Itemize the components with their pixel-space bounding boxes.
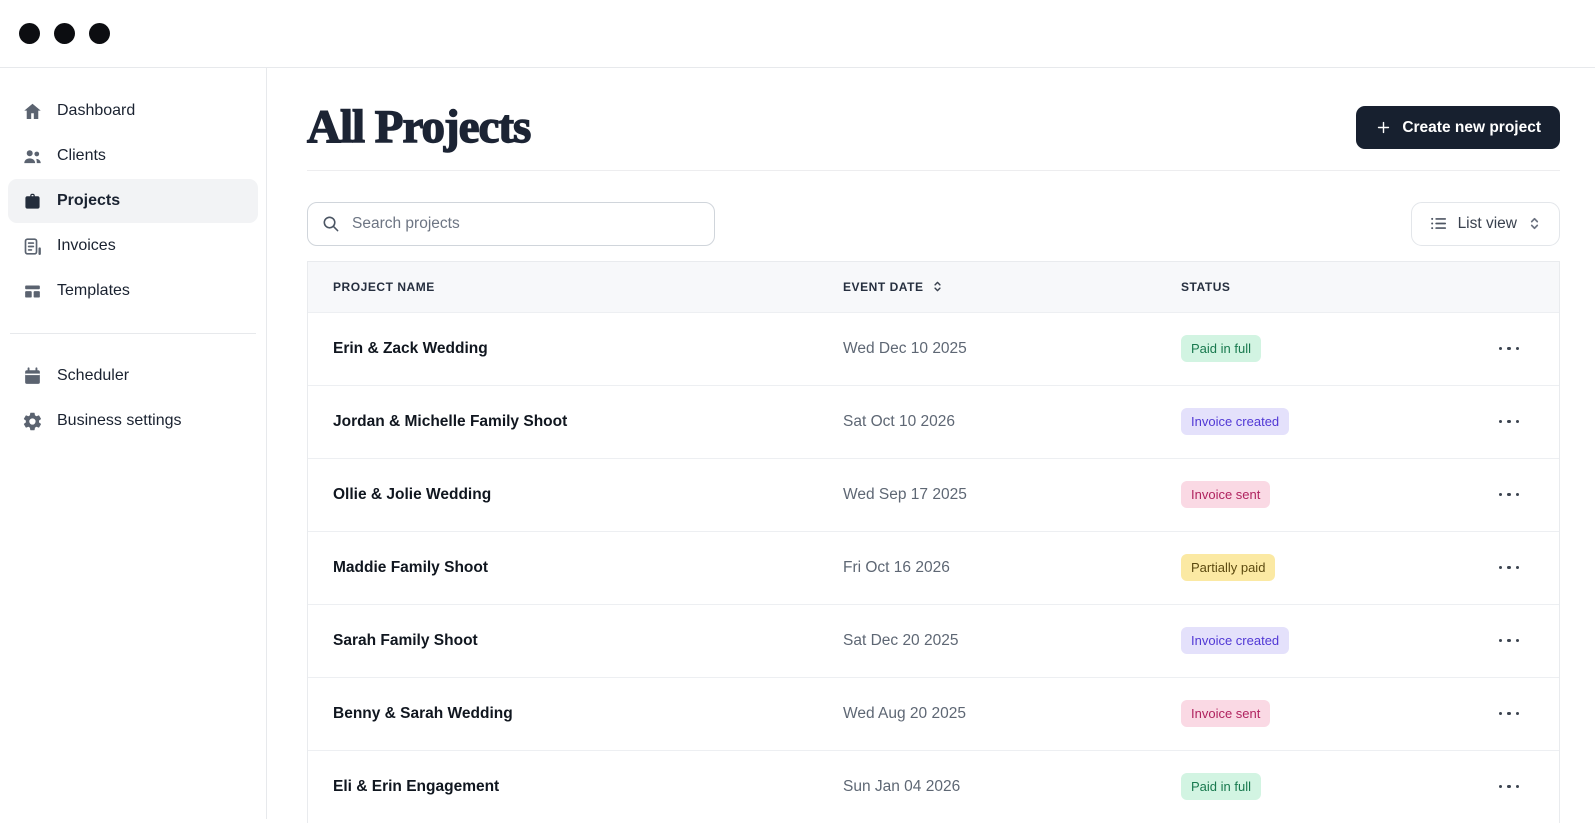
main-content: All Projects Create new project List vie… bbox=[267, 68, 1595, 823]
status-badge: Invoice sent bbox=[1181, 480, 1271, 509]
event-date: Wed Dec 10 2025 bbox=[843, 339, 967, 357]
row-actions-button[interactable] bbox=[1497, 558, 1522, 578]
table-row[interactable]: Maddie Family Shoot Fri Oct 16 2026 Part… bbox=[308, 530, 1559, 604]
row-actions-button[interactable] bbox=[1497, 485, 1522, 505]
create-button-label: Create new project bbox=[1402, 118, 1541, 136]
calendar-icon bbox=[22, 366, 43, 387]
event-date: Wed Sep 17 2025 bbox=[843, 485, 967, 503]
project-name[interactable]: Sarah Family Shoot bbox=[333, 631, 478, 649]
sidebar-item-business-settings[interactable]: Business settings bbox=[8, 399, 258, 443]
project-name[interactable]: Erin & Zack Wedding bbox=[333, 339, 488, 357]
table-row[interactable]: Sarah Family Shoot Sat Dec 20 2025 Invoi… bbox=[308, 603, 1559, 677]
sidebar-item-templates[interactable]: Templates bbox=[8, 269, 258, 313]
project-name[interactable]: Eli & Erin Engagement bbox=[333, 777, 500, 795]
sidebar-item-scheduler[interactable]: Scheduler bbox=[8, 354, 258, 398]
sidebar-item-clients[interactable]: Clients bbox=[8, 134, 258, 178]
column-header-event-date[interactable]: Event date bbox=[843, 280, 1181, 294]
table-row[interactable]: Erin & Zack Wedding Wed Dec 10 2025 Paid… bbox=[308, 311, 1559, 385]
status-badge: Partially paid bbox=[1181, 553, 1276, 582]
plus-icon bbox=[1375, 119, 1392, 136]
view-mode-select[interactable]: List view bbox=[1410, 201, 1560, 246]
sidebar-item-dashboard[interactable]: Dashboard bbox=[8, 89, 258, 133]
sidebar-secondary-group: Scheduler Business settings bbox=[0, 354, 266, 443]
project-name[interactable]: Benny & Sarah Wedding bbox=[333, 704, 513, 722]
sidebar: Dashboard Clients Projects Invoices Temp… bbox=[0, 68, 267, 819]
invoice-icon bbox=[22, 236, 43, 257]
home-icon bbox=[22, 101, 43, 122]
sidebar-primary-group: Dashboard Clients Projects Invoices Temp… bbox=[0, 89, 266, 313]
table-row[interactable]: Benny & Sarah Wedding Wed Aug 20 2025 In… bbox=[308, 676, 1559, 750]
status-badge: Paid in full bbox=[1181, 772, 1261, 801]
list-icon bbox=[1429, 214, 1448, 233]
row-actions-button[interactable] bbox=[1497, 704, 1522, 724]
event-date: Sat Dec 20 2025 bbox=[843, 631, 959, 649]
window-titlebar bbox=[0, 0, 1595, 68]
column-header-status: Status bbox=[1181, 279, 1231, 294]
header-divider bbox=[307, 169, 1560, 171]
page-title: All Projects bbox=[306, 101, 532, 154]
gear-icon bbox=[22, 411, 43, 432]
users-icon bbox=[22, 146, 43, 167]
sort-icon bbox=[931, 280, 944, 293]
projects-table: Project name Event date Status Erin & Za… bbox=[307, 260, 1560, 823]
row-actions-button[interactable] bbox=[1497, 777, 1522, 797]
table-header-row: Project name Event date Status bbox=[308, 261, 1559, 312]
status-badge: Invoice created bbox=[1181, 407, 1290, 436]
event-date: Sat Oct 10 2026 bbox=[843, 412, 956, 430]
event-date: Sun Jan 04 2026 bbox=[843, 777, 961, 795]
status-badge: Invoice sent bbox=[1181, 699, 1271, 728]
sidebar-item-invoices[interactable]: Invoices bbox=[8, 224, 258, 268]
row-actions-button[interactable] bbox=[1497, 631, 1522, 651]
sidebar-item-projects[interactable]: Projects bbox=[8, 179, 258, 223]
event-date: Fri Oct 16 2026 bbox=[843, 558, 950, 576]
status-badge: Paid in full bbox=[1181, 334, 1261, 363]
window-control-dot[interactable] bbox=[89, 23, 110, 44]
window-control-dot[interactable] bbox=[19, 23, 40, 44]
event-date: Wed Aug 20 2025 bbox=[843, 704, 966, 722]
view-mode-label: List view bbox=[1457, 214, 1517, 232]
row-actions-button[interactable] bbox=[1497, 412, 1522, 432]
project-name[interactable]: Jordan & Michelle Family Shoot bbox=[333, 412, 568, 430]
table-row[interactable]: Jordan & Michelle Family Shoot Sat Oct 1… bbox=[308, 384, 1559, 458]
table-body: Erin & Zack Wedding Wed Dec 10 2025 Paid… bbox=[308, 311, 1559, 823]
create-new-project-button[interactable]: Create new project bbox=[1356, 106, 1560, 150]
search-box bbox=[307, 201, 715, 246]
status-badge: Invoice created bbox=[1181, 626, 1290, 655]
chevrons-updown-icon bbox=[1527, 216, 1542, 231]
column-header-project-name: Project name bbox=[333, 279, 435, 294]
briefcase-icon bbox=[22, 191, 43, 212]
table-row[interactable]: Eli & Erin Engagement Sun Jan 04 2026 Pa… bbox=[308, 749, 1559, 823]
search-icon bbox=[321, 214, 340, 233]
row-actions-button[interactable] bbox=[1497, 339, 1522, 359]
search-input[interactable] bbox=[350, 213, 701, 234]
templates-icon bbox=[22, 281, 43, 302]
project-name[interactable]: Maddie Family Shoot bbox=[333, 558, 489, 576]
table-row[interactable]: Ollie & Jolie Wedding Wed Sep 17 2025 In… bbox=[308, 457, 1559, 531]
project-name[interactable]: Ollie & Jolie Wedding bbox=[333, 485, 492, 503]
sidebar-divider bbox=[10, 333, 256, 334]
window-control-dot[interactable] bbox=[54, 23, 75, 44]
